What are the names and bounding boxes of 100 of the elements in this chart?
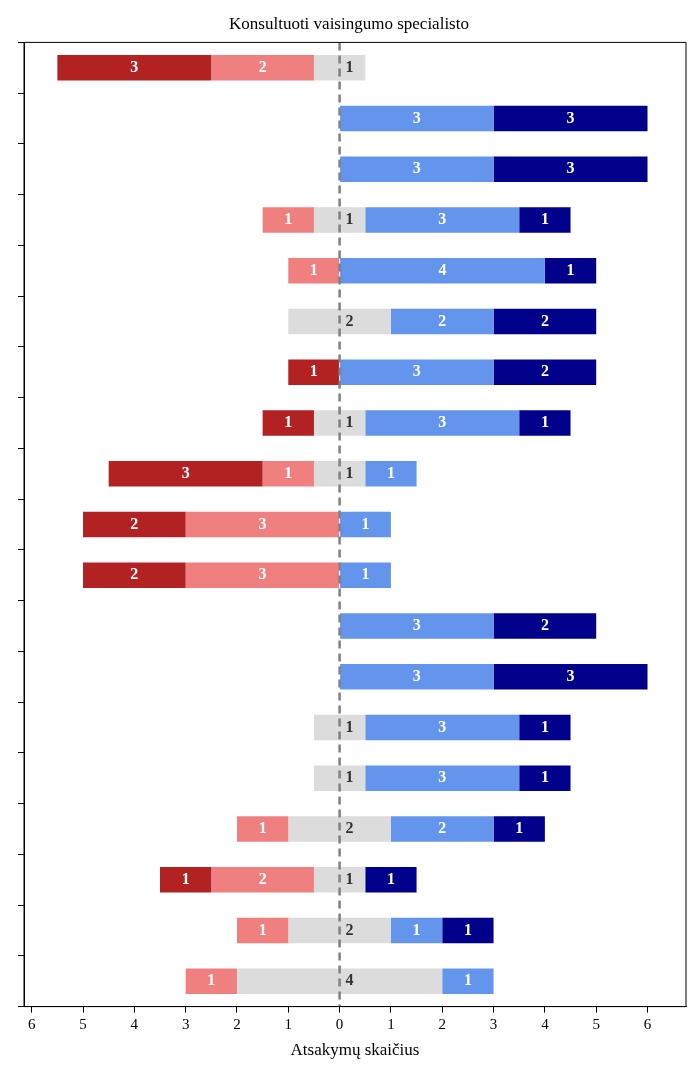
- bar: [262, 207, 314, 233]
- x-tick-label: 1: [284, 1015, 293, 1032]
- bar: [313, 461, 366, 487]
- bar: [365, 714, 520, 741]
- data-label: 3: [438, 413, 447, 431]
- x-tick-label: 4: [541, 1015, 550, 1032]
- bar: [340, 105, 494, 132]
- x-tick-label: 3: [489, 1015, 498, 1032]
- bar: [288, 816, 391, 842]
- data-label: 2: [130, 514, 139, 532]
- data-label: 1: [207, 971, 216, 989]
- data-label: 1: [412, 920, 421, 938]
- data-label: 3: [181, 463, 190, 481]
- data-label: 1: [386, 463, 395, 481]
- bar: [185, 968, 237, 994]
- data-label: 1: [361, 514, 370, 532]
- data-label: 3: [566, 666, 575, 684]
- data-label: 1: [181, 869, 190, 887]
- bar: [340, 664, 494, 690]
- x-tick-label: 5: [592, 1015, 600, 1032]
- data-label: 3: [566, 159, 575, 177]
- bar: [236, 917, 289, 944]
- bar: [340, 613, 494, 639]
- bar: [288, 917, 391, 944]
- bar: [313, 410, 366, 436]
- bar: [544, 258, 597, 284]
- bar: [83, 511, 186, 538]
- x-tick-label: 2: [438, 1015, 446, 1032]
- data-label: 1: [309, 362, 318, 380]
- data-label: 3: [258, 565, 267, 583]
- bar: [390, 816, 494, 842]
- data-label: 1: [540, 210, 549, 228]
- data-label: 3: [412, 666, 421, 684]
- bar: [442, 917, 494, 944]
- data-label: 2: [345, 920, 354, 938]
- data-label: 2: [345, 819, 354, 837]
- bar: [262, 410, 314, 436]
- x-tick-label: 3: [181, 1015, 190, 1032]
- data-label: 1: [463, 971, 472, 989]
- bar: [185, 511, 340, 538]
- data-label: 3: [438, 717, 447, 735]
- data-label: 1: [258, 819, 267, 837]
- bar: [519, 714, 571, 741]
- data-label: 1: [515, 819, 524, 837]
- data-label: 2: [258, 869, 267, 887]
- x-tick-label: 1: [387, 1015, 395, 1032]
- x-tick-label: 0: [335, 1015, 344, 1032]
- bar: [340, 156, 494, 182]
- data-label: 4: [438, 260, 447, 278]
- data-label: 2: [258, 57, 267, 75]
- data-label: 2: [130, 565, 139, 583]
- bar: [159, 867, 212, 893]
- bar: [108, 461, 263, 487]
- data-label: 1: [258, 920, 267, 938]
- bar: [211, 55, 314, 81]
- data-label: 1: [345, 57, 354, 75]
- bar: [340, 511, 391, 538]
- bar: [519, 207, 571, 233]
- data-label: 2: [540, 311, 549, 329]
- bar: [390, 308, 494, 335]
- bar: [493, 308, 597, 335]
- chart-title: Konsultuoti vaisingumo specialisto: [229, 13, 469, 33]
- x-tick-label: 6: [27, 1015, 36, 1032]
- data-label: 1: [361, 565, 370, 583]
- data-label: 1: [540, 768, 549, 786]
- bar: [83, 562, 186, 588]
- data-label: 2: [438, 311, 447, 329]
- data-label: 3: [412, 362, 421, 380]
- data-label: 3: [438, 210, 447, 228]
- bar: [493, 664, 648, 690]
- data-label: 4: [345, 971, 354, 989]
- bar: [493, 816, 545, 842]
- data-label: 2: [345, 311, 354, 329]
- bar: [493, 156, 648, 182]
- bar: [340, 562, 391, 588]
- data-label: 1: [540, 413, 549, 431]
- x-axis-title: Atsakymų skaičius: [290, 1040, 420, 1060]
- data-label: 3: [130, 57, 139, 75]
- data-label: 3: [412, 159, 421, 177]
- x-tick-label: 5: [79, 1015, 87, 1032]
- data-label: 2: [438, 819, 447, 837]
- bar: [519, 765, 571, 791]
- data-label: 1: [284, 210, 293, 228]
- bar: [236, 968, 443, 994]
- bar: [519, 410, 571, 436]
- bar: [313, 867, 366, 893]
- bar: [288, 308, 391, 335]
- data-label: 3: [412, 616, 421, 634]
- bar: [57, 55, 212, 81]
- bar: [313, 207, 366, 233]
- data-label: 1: [566, 260, 575, 278]
- data-label: 1: [345, 717, 354, 735]
- data-label: 1: [345, 463, 354, 481]
- x-tick-label: 2: [233, 1015, 241, 1032]
- data-label: 3: [412, 108, 421, 126]
- data-label: 3: [258, 514, 267, 532]
- data-label: 1: [284, 413, 293, 431]
- data-label: 1: [345, 869, 354, 887]
- data-label: 2: [540, 362, 549, 380]
- data-label: 1: [345, 768, 354, 786]
